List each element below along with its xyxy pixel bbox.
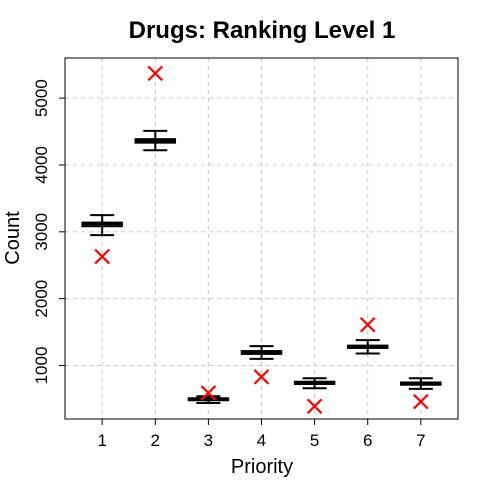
y-axis-label: Count [2, 211, 24, 265]
box-2 [134, 129, 177, 152]
box-series [81, 129, 442, 404]
box-6 [346, 339, 389, 355]
marker-3 [200, 385, 217, 401]
marker-2 [147, 65, 164, 82]
x-tick-label-4: 4 [257, 431, 266, 450]
marker-6 [359, 316, 376, 333]
grid-lines [65, 58, 458, 419]
marker-stroke-b [306, 398, 323, 415]
x-tick-label-1: 1 [97, 431, 106, 450]
marker-stroke-b [200, 385, 217, 401]
marker-1 [94, 248, 110, 265]
x-axis-ticks: 1 2 3 4 5 6 7 [97, 419, 426, 450]
marker-stroke-b [413, 393, 429, 410]
box-5 [293, 377, 336, 390]
y-tick-label-5000: 5000 [32, 79, 51, 117]
marker-series [94, 65, 429, 415]
x-tick-label-7: 7 [416, 431, 425, 450]
marker-5 [306, 398, 323, 415]
y-tick-label-2000: 2000 [32, 280, 51, 318]
marker-4 [253, 369, 270, 385]
x-tick-label-6: 6 [363, 431, 372, 450]
marker-stroke-b [94, 248, 110, 265]
box-3 [187, 395, 230, 404]
y-tick-label-4000: 4000 [32, 146, 51, 184]
box-7 [400, 377, 442, 390]
x-axis-label: Priority [231, 456, 293, 478]
x-tick-label-5: 5 [310, 431, 319, 450]
marker-7 [413, 393, 429, 410]
marker-stroke-b [359, 316, 376, 333]
x-tick-label-2: 2 [151, 431, 160, 450]
y-tick-label-1000: 1000 [32, 347, 51, 385]
marker-stroke-b [147, 65, 164, 82]
chart-title: Drugs: Ranking Level 1 [129, 17, 396, 44]
marker-stroke-b [253, 369, 270, 385]
box-4 [240, 345, 283, 360]
y-tick-label-3000: 3000 [32, 213, 51, 251]
x-tick-label-3: 3 [204, 431, 213, 450]
box-1 [81, 214, 123, 237]
y-axis-ticks: 1000 2000 3000 4000 5000 [32, 79, 65, 384]
